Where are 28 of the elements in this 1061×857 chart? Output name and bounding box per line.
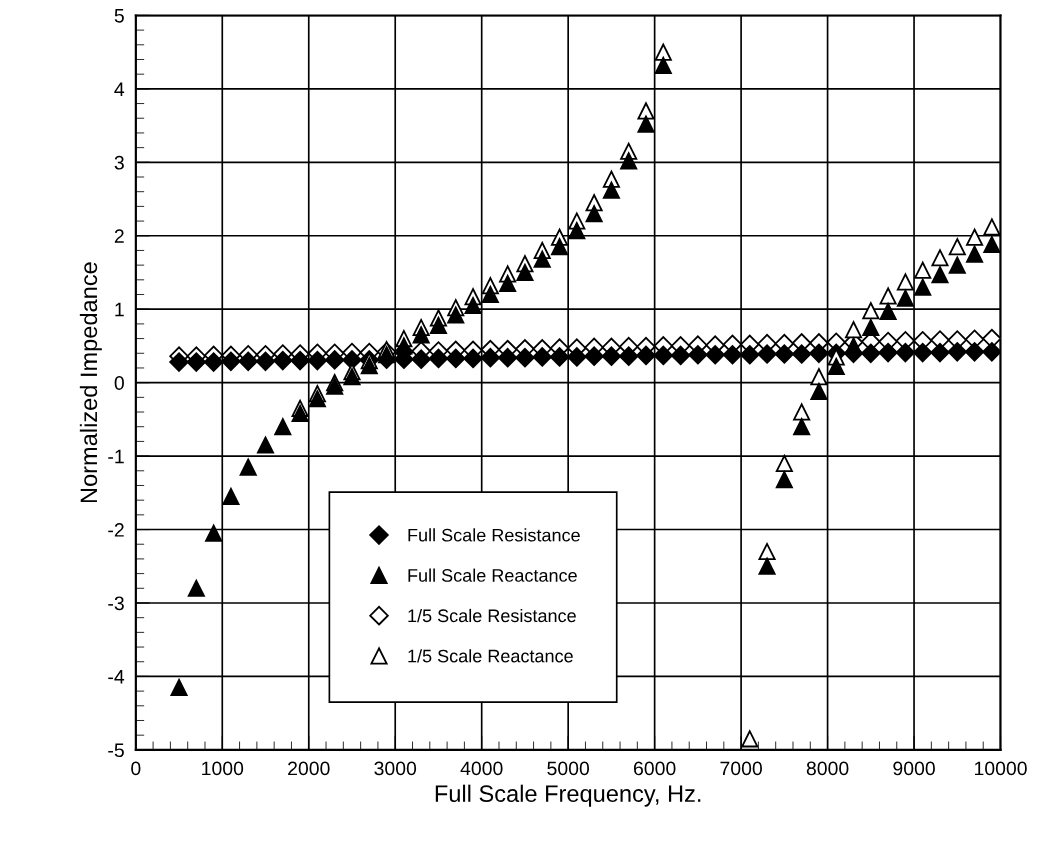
x-tick-label: 7000	[720, 761, 762, 776]
x-tick-label: 3000	[374, 761, 417, 776]
y-tick-label: -2	[108, 523, 124, 537]
x-tick-label: 6000	[634, 761, 676, 776]
x-tick-label: 2000	[288, 761, 330, 776]
x-tick-label: 8000	[806, 761, 849, 776]
y-tick-label: 4	[114, 82, 125, 96]
x-tick-label: 1000	[202, 761, 244, 776]
y-tick-label: -1	[108, 449, 124, 464]
x-tick-label: 5000	[547, 761, 590, 776]
y-tick-label: 1	[115, 302, 124, 317]
x-tick-label: 9000	[893, 761, 935, 776]
x-tick-label: 10000	[974, 761, 1027, 776]
legend-label: 1/5 Scale Resistance	[408, 608, 576, 623]
y-tick-label: 5	[114, 9, 124, 23]
x-axis-title: Full Scale Frequency, Hz.	[435, 784, 701, 807]
y-axis-title: Normalized Impedance	[79, 262, 102, 503]
y-tick-label: -5	[108, 743, 124, 758]
y-tick-label: 3	[114, 155, 124, 170]
legend-label: Full Scale Resistance	[408, 528, 580, 542]
y-tick-label: -3	[108, 596, 124, 611]
x-tick-label: 0	[131, 761, 141, 776]
legend-label: Full Scale Reactance	[408, 568, 577, 582]
y-tick-label: 2	[114, 229, 124, 243]
y-tick-label: -4	[108, 670, 125, 684]
legend-label: 1/5 Scale Reactance	[408, 649, 573, 663]
y-tick-label: 0	[114, 376, 124, 390]
x-tick-label: 4000	[460, 761, 503, 776]
